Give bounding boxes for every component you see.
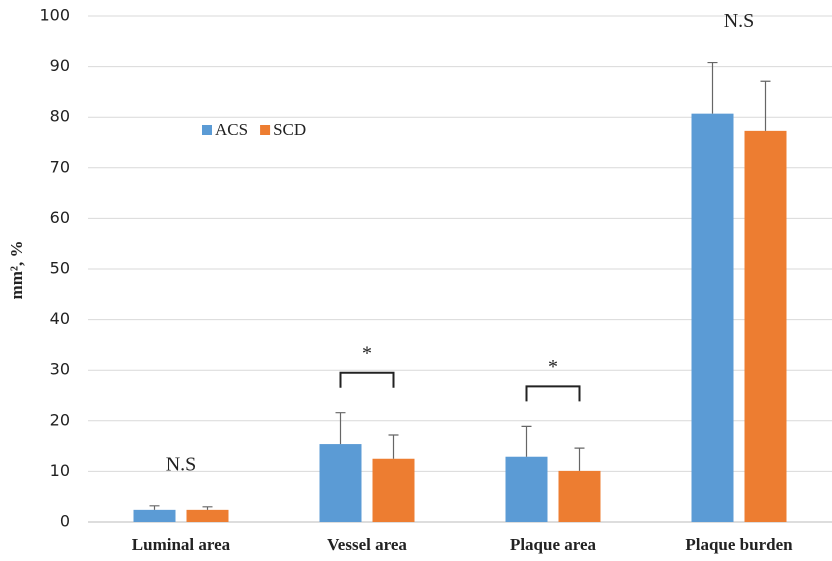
error-bar [149, 505, 160, 510]
legend-label: SCD [273, 120, 306, 139]
annotation: * [362, 342, 372, 364]
bar [186, 509, 229, 522]
bar [744, 130, 787, 522]
y-tick-label: 50 [50, 259, 70, 278]
significance-bracket [525, 385, 581, 402]
x-tick-label: Plaque burden [685, 535, 793, 554]
y-tick-label: 20 [50, 410, 70, 429]
x-tick-label: Vessel area [327, 535, 407, 554]
y-tick-label: 80 [50, 107, 70, 126]
y-tick-label: 60 [50, 208, 70, 227]
error-bar [707, 61, 718, 114]
error-bar [521, 425, 532, 457]
y-tick-label: 90 [50, 56, 70, 75]
y-tick-label: 0 [60, 512, 70, 531]
error-bar [574, 447, 585, 471]
significance-bracket [339, 371, 395, 388]
y-tick-label: 30 [50, 360, 70, 379]
y-tick-label: 100 [39, 6, 70, 25]
bar [691, 113, 734, 523]
legend-swatch [260, 125, 271, 135]
y-tick-label: 70 [50, 157, 70, 176]
annotation: * [548, 356, 558, 378]
error-bar [388, 434, 399, 459]
error-bar [335, 412, 346, 445]
legend-label: ACS [215, 120, 248, 139]
y-tick-label: 10 [50, 461, 70, 480]
bar [319, 444, 362, 522]
bar [558, 470, 601, 522]
error-bar [760, 80, 771, 131]
annotation: N.S [166, 453, 197, 475]
y-tick-label: 40 [50, 309, 70, 328]
bar [372, 458, 415, 522]
x-tick-label: Plaque area [510, 535, 597, 554]
error-bar [202, 506, 213, 510]
x-tick-label: Luminal area [132, 535, 231, 554]
bar [133, 509, 176, 522]
bar [505, 456, 548, 522]
legend-swatch [202, 125, 212, 135]
annotation: N.S [724, 10, 755, 32]
y-axis-label: mm², % [7, 241, 26, 300]
